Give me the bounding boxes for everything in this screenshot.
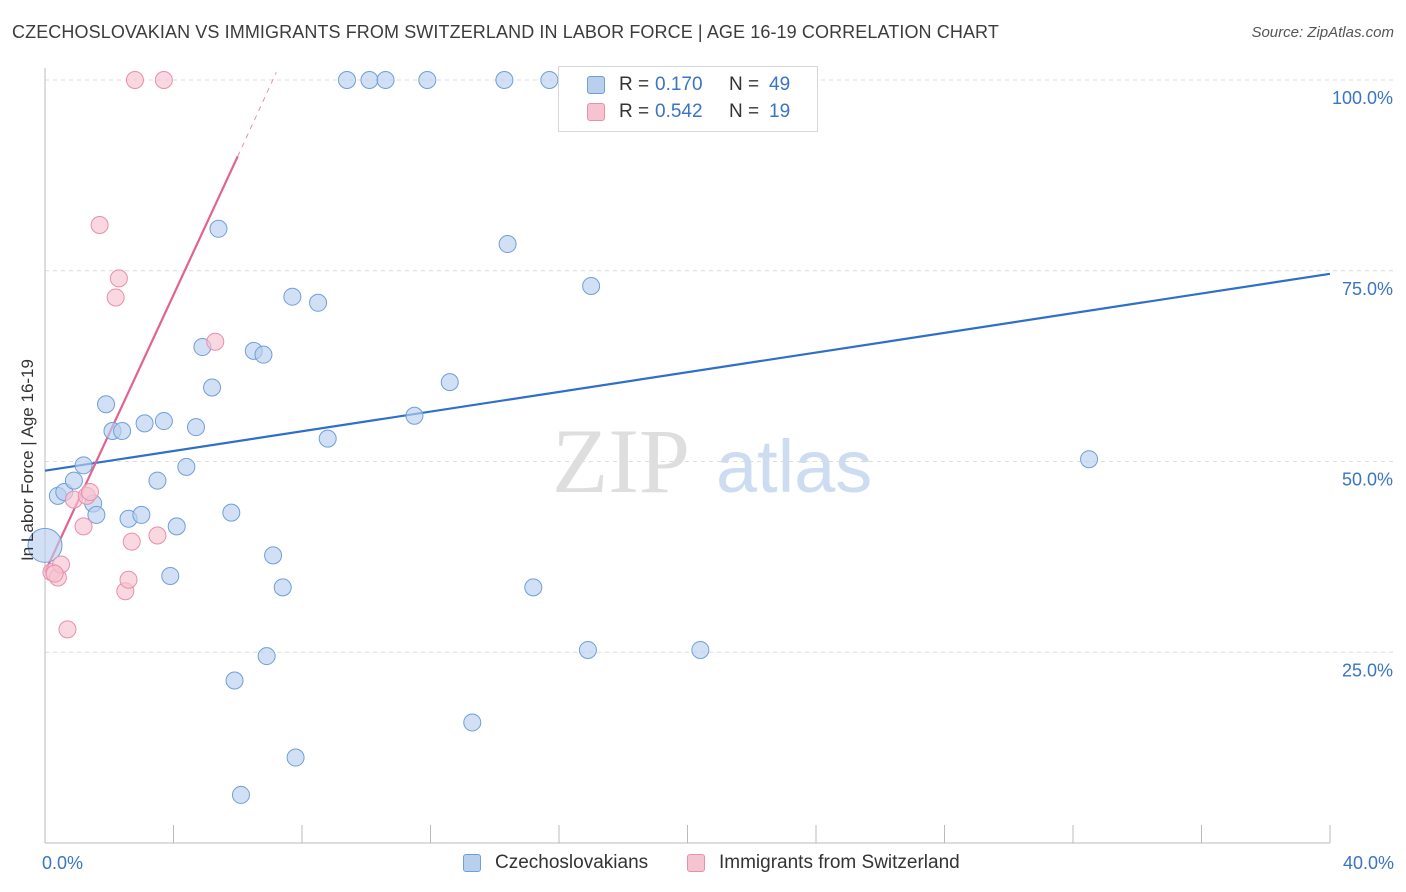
y-tick-labels: 25.0% 50.0% 75.0% 100.0% [1332,88,1393,680]
czechoslovakians-point [264,546,283,565]
legend-n-label: N = [729,74,760,95]
czechoslovakians-point [27,527,63,563]
czechoslovakians-trend-line [44,272,1331,472]
bottom-legend-label: Czechoslovakians [495,852,649,873]
switzerland-point [45,564,64,583]
czechoslovakians-point [148,471,167,490]
czechoslovakians-point [309,293,328,312]
legend-swatch-pink [587,103,605,121]
x-tick-labels: 0.0% 40.0% [42,853,1394,873]
legend-n-value: 49 [769,74,791,95]
czechoslovakians-point [161,566,180,585]
x-tick-label: 0.0% [42,853,83,873]
switzerland-point [80,483,99,502]
legend-swatch-blue [587,76,605,94]
legend-r-value: 0.170 [655,74,703,95]
czechoslovakians-point [463,713,482,732]
czechoslovakians-point [440,373,459,392]
watermark-atlas: atlas [716,425,872,508]
czechoslovakians-point [405,406,424,425]
switzerland-point [58,620,77,639]
czechoslovakians-point [582,277,601,296]
czechoslovakians-point [132,505,151,524]
correlation-legend: R = 0.170 N = 49 R = 0.542 N = 19 [558,66,818,132]
axes [44,68,1331,844]
czechoslovakians-point [209,219,228,238]
czechoslovakians-point [337,71,356,89]
switzerland-point [119,570,138,589]
czechoslovakians-point [578,640,597,659]
czechoslovakians-point [257,647,276,666]
czechoslovakians-point [318,429,337,448]
czechoslovakians-point [135,414,154,433]
y-tick-label: 100.0% [1332,88,1393,108]
chart-title: CZECHOSLOVAKIAN VS IMMIGRANTS FROM SWITZ… [12,22,999,42]
czechoslovakians-point [225,671,244,690]
czechoslovakians-point [376,71,395,89]
czechoslovakians-point [167,517,186,536]
czechoslovakians-point [154,412,173,431]
gridlines [45,79,1394,653]
switzerland-point [74,517,93,536]
czechoslovakians-point [418,71,437,89]
czechoslovakians-point [360,71,379,89]
legend-r-label: R = [619,74,650,95]
switzerland-points [42,71,225,639]
czechoslovakians-point [203,378,222,397]
czechoslovakians-point [495,71,514,89]
czechoslovakians-point [273,578,292,597]
bottom-legend-label: Immigrants from Switzerland [719,852,960,873]
y-tick-label: 25.0% [1342,660,1393,680]
bottom-legend-swatch-blue [463,854,481,872]
czechoslovakians-point [283,287,302,306]
czechoslovakians-point [231,785,250,804]
czechoslovakians-point [64,471,83,490]
bottom-legend-swatch-pink [687,854,705,872]
czechoslovakians-point [286,748,305,767]
switzerland-point [122,532,141,551]
czechoslovakians-point [186,418,205,437]
switzerland-point [106,288,125,307]
y-tick-label: 50.0% [1342,470,1393,490]
czechoslovakians-point [540,71,559,89]
switzerland-point [154,71,173,89]
czechoslovakians-point [74,456,93,475]
czechoslovakians-point [113,421,132,440]
switzerland-point [148,526,167,545]
czechoslovakians-point [1080,450,1099,469]
y-tick-label: 75.0% [1342,279,1393,299]
czechoslovakians-point [524,578,543,597]
czechoslovakians-point [254,345,273,364]
switzerland-point [109,269,128,288]
czechoslovakians-point [97,395,116,414]
czechoslovakians-point [177,457,196,476]
switzerland-trend-extension [237,72,277,157]
switzerland-point [206,332,225,351]
legend-r-label: R = [619,101,650,122]
legend-n-label: N = [729,101,760,122]
source-label: Source: ZipAtlas.com [1251,24,1394,41]
switzerland-point [125,71,144,89]
y-axis-label: In Labor Force | Age 16-19 [18,359,37,561]
legend-r-value: 0.542 [655,101,703,122]
czechoslovakians-point [691,640,710,659]
czechoslovakians-point [498,235,517,254]
czechoslovakians-point [87,505,106,524]
czechoslovakians-point [222,503,241,522]
switzerland-point [90,215,109,234]
czechoslovakians-points [27,71,1099,804]
x-tick-label: 40.0% [1343,853,1394,873]
legend-n-value: 19 [769,101,791,122]
